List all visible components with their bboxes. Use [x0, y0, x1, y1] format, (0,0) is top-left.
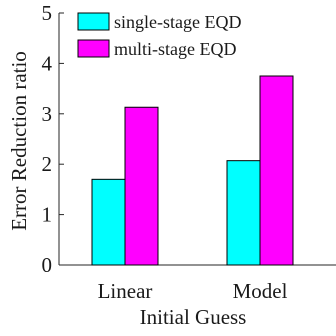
bar-model-series-2 — [259, 75, 294, 266]
y-tick-label: 4 — [42, 51, 53, 75]
x-axis-label: Initial Guess — [140, 305, 247, 329]
legend-label-2: multi-stage EQD — [114, 39, 236, 59]
y-tick-label: 3 — [42, 102, 53, 126]
y-tick-label: 2 — [42, 152, 53, 176]
y-tick-label: 5 — [42, 1, 53, 25]
bar-linear-series-1 — [91, 178, 126, 266]
legend-swatch-1 — [77, 12, 110, 31]
bar-linear-series-2 — [124, 106, 159, 266]
legend-label-1: single-stage EQD — [114, 12, 241, 32]
legend-swatch-2 — [77, 39, 110, 58]
legend: single-stage EQD multi-stage EQD — [77, 12, 241, 59]
bar-model-series-1 — [226, 160, 261, 266]
bars — [91, 75, 294, 266]
y-tick-label: 0 — [42, 253, 53, 277]
x-tick-label: Linear — [98, 279, 153, 303]
y-axis-label: Error Reduction ratio — [7, 51, 31, 231]
y-tick-label: 1 — [42, 203, 53, 227]
x-tick-label: Model — [233, 279, 288, 303]
tick-labels: 0 1 2 3 4 5 Linear Model — [42, 1, 288, 303]
